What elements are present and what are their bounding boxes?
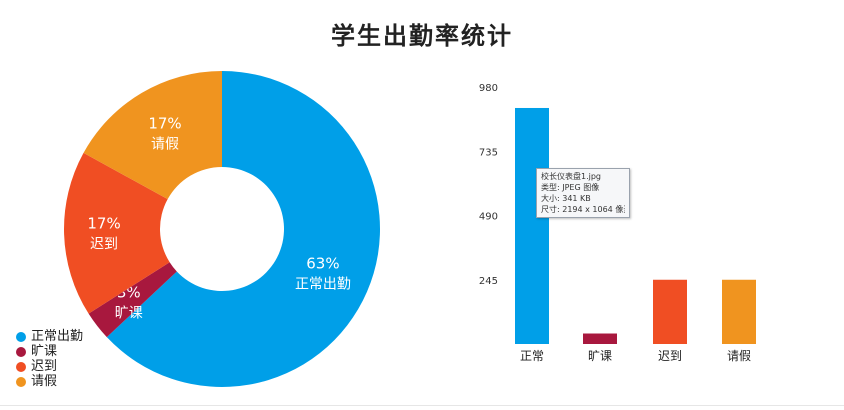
bar-3[interactable] [653,279,687,344]
legend-item[interactable]: 正常出勤 [16,329,83,344]
y-tick-label: 245 [479,276,498,287]
tooltip-filename: 校长仪表盘1.jpg [541,172,602,181]
legend-marker [16,331,26,342]
pie-slice-category-label: 迟到 [90,237,118,253]
chart-title: 学生出勤率统计 [331,22,513,50]
x-tick-label: 迟到 [658,349,682,363]
legend-marker [16,361,26,372]
y-tick-label: 980 [479,83,498,94]
legend-marker [16,376,26,387]
x-tick-label: 正常 [520,349,544,363]
y-tick-label: 735 [479,147,498,158]
bar-1[interactable] [515,107,549,345]
pie-slice-value-label: 17% [148,115,181,133]
pie-slice-category-label: 旷课 [115,305,143,321]
pie-slice-3[interactable] [64,152,170,314]
bar-2[interactable] [583,333,617,344]
legend-label: 正常出勤 [31,329,84,344]
legend-label: 旷课 [31,344,58,359]
tooltip-type: 类型: JPEG 图像 [541,183,600,192]
pie-slice-value-label: 17% [87,215,120,233]
legend-item[interactable]: 迟到 [16,359,83,374]
bar-4[interactable] [722,279,756,344]
legend-label: 请假 [31,374,58,389]
pie-slice-category-label: 正常出勤 [295,277,351,293]
legend-item[interactable]: 旷课 [16,344,83,359]
legend-item[interactable]: 请假 [16,374,83,389]
bottom-divider [0,405,844,406]
y-tick-label: 490 [479,212,498,223]
pie-slice-2[interactable] [88,262,177,338]
pie-slice-value-label: 63% [306,255,339,273]
x-tick-label: 旷课 [588,349,612,363]
x-tick-label: 请假 [727,349,751,363]
tooltip-dimensions: 尺寸: 2194 x 1064 像素 [541,205,625,214]
pie-slice-1[interactable] [106,71,380,387]
file-tooltip: 校长仪表盘1.jpg 类型: JPEG 图像 大小: 341 KB 尺寸: 21… [536,168,630,218]
pie-slice-category-label: 请假 [151,137,179,153]
pie-slice-4[interactable] [83,70,222,200]
pie-legend: 正常出勤 旷课 迟到 请假 [16,329,83,389]
legend-marker [16,346,26,357]
legend-label: 迟到 [31,359,58,374]
tooltip-size: 大小: 341 KB [541,194,591,203]
